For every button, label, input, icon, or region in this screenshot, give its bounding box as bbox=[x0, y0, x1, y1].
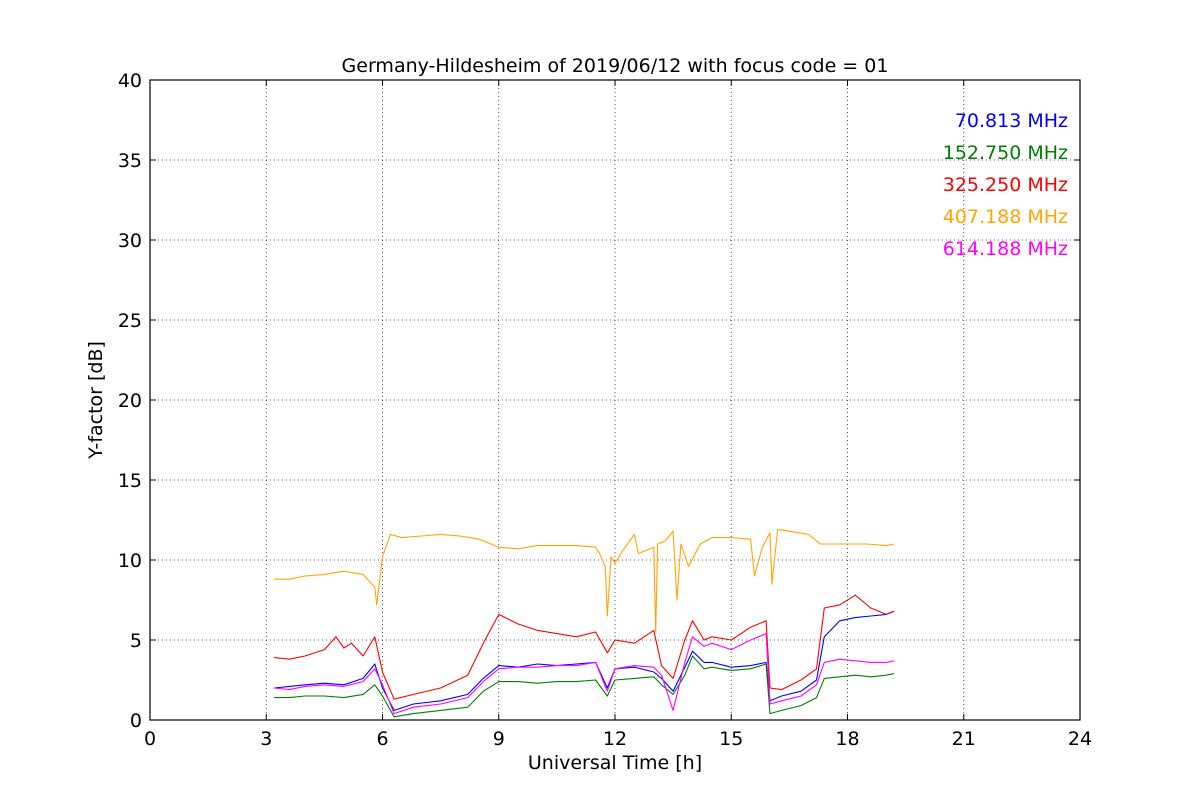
legend-entry: 614.188 MHz bbox=[943, 238, 1068, 260]
series-line bbox=[274, 655, 895, 718]
y-tick-label: 35 bbox=[118, 150, 142, 172]
series-line bbox=[273, 610, 895, 711]
series-layer bbox=[273, 529, 895, 718]
x-tick-label: 18 bbox=[835, 728, 859, 750]
x-tick-label: 15 bbox=[719, 728, 743, 750]
x-tick-label: 3 bbox=[260, 728, 272, 750]
y-tick-label: 10 bbox=[118, 550, 142, 572]
y-tick-labels: 0 5 10 15 20 25 30 35 40 bbox=[118, 70, 142, 732]
x-tick-label: 0 bbox=[144, 728, 156, 750]
x-tick-label: 12 bbox=[603, 728, 627, 750]
y-tick-label: 40 bbox=[118, 70, 142, 92]
y-axis-label: Y-factor [dB] bbox=[85, 341, 107, 460]
legend-entry: 325.250 MHz bbox=[943, 174, 1068, 196]
x-tick-label: 6 bbox=[376, 728, 388, 750]
legend-entry: 407.188 MHz bbox=[943, 206, 1068, 228]
x-tick-labels: 0 3 6 9 12 15 18 21 24 bbox=[144, 728, 1092, 750]
chart-title: Germany-Hildesheim of 2019/06/12 with fo… bbox=[342, 55, 889, 77]
series-line bbox=[274, 529, 895, 633]
y-tick-label: 15 bbox=[118, 470, 142, 492]
axis-ticks bbox=[149, 79, 1081, 721]
series-line bbox=[273, 633, 895, 715]
y-tick-label: 5 bbox=[130, 630, 142, 652]
y-tick-label: 20 bbox=[118, 390, 142, 412]
x-tick-label: 21 bbox=[952, 728, 976, 750]
y-tick-label: 0 bbox=[130, 710, 142, 732]
legend: 70.813 MHz 152.750 MHz 325.250 MHz 407.188 … bbox=[943, 110, 1068, 260]
y-tick-label: 30 bbox=[118, 230, 142, 252]
legend-entry: 70.813 MHz bbox=[955, 110, 1068, 132]
y-tick-label: 25 bbox=[118, 310, 142, 332]
legend-entry: 152.750 MHz bbox=[943, 142, 1068, 164]
x-tick-label: 24 bbox=[1068, 728, 1092, 750]
x-tick-label: 9 bbox=[493, 728, 505, 750]
x-axis-label: Universal Time [h] bbox=[528, 752, 702, 774]
series-line bbox=[273, 594, 895, 700]
